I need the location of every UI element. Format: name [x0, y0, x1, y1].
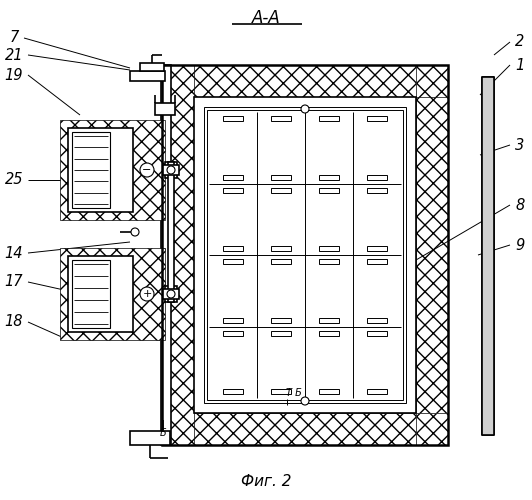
- Bar: [223, 389, 243, 394]
- Bar: [223, 174, 243, 180]
- Bar: [416, 65, 448, 97]
- Bar: [130, 431, 170, 445]
- Text: 1: 1: [516, 58, 525, 72]
- Text: 17: 17: [5, 274, 23, 289]
- Bar: [416, 65, 448, 97]
- Bar: [223, 330, 243, 336]
- Bar: [72, 132, 110, 208]
- Bar: [161, 65, 171, 445]
- Circle shape: [167, 290, 175, 298]
- Bar: [60, 120, 165, 220]
- Bar: [130, 71, 165, 81]
- Text: 3: 3: [516, 138, 525, 152]
- Bar: [319, 330, 338, 336]
- Bar: [162, 65, 448, 97]
- Bar: [368, 259, 387, 264]
- Circle shape: [167, 166, 175, 174]
- Circle shape: [140, 287, 154, 301]
- Bar: [319, 246, 338, 251]
- Bar: [162, 65, 194, 445]
- Bar: [271, 318, 290, 322]
- Bar: [162, 413, 448, 445]
- Bar: [207, 110, 403, 400]
- Text: 14: 14: [5, 246, 23, 260]
- Bar: [368, 174, 387, 180]
- Text: 21: 21: [5, 48, 23, 62]
- Circle shape: [301, 397, 309, 405]
- Bar: [271, 188, 290, 192]
- Text: 7: 7: [10, 30, 19, 46]
- Bar: [319, 116, 338, 121]
- Bar: [368, 246, 387, 251]
- Bar: [271, 174, 290, 180]
- Bar: [163, 165, 179, 175]
- Text: 19: 19: [5, 68, 23, 82]
- Text: Т Б: Т Б: [286, 388, 302, 398]
- Text: 9: 9: [516, 238, 525, 252]
- Bar: [68, 256, 133, 332]
- Bar: [271, 246, 290, 251]
- Bar: [168, 162, 174, 302]
- Bar: [416, 413, 448, 445]
- Bar: [72, 260, 110, 328]
- Bar: [68, 128, 133, 212]
- Text: Фиг. 2: Фиг. 2: [241, 474, 291, 490]
- Bar: [165, 286, 177, 302]
- Bar: [223, 259, 243, 264]
- Circle shape: [131, 228, 139, 236]
- Bar: [416, 413, 448, 445]
- Bar: [223, 116, 243, 121]
- Bar: [194, 97, 416, 413]
- Bar: [482, 77, 494, 435]
- Bar: [368, 116, 387, 121]
- Bar: [155, 103, 175, 115]
- Bar: [271, 389, 290, 394]
- Bar: [140, 63, 164, 71]
- Text: 2: 2: [516, 34, 525, 50]
- Bar: [368, 188, 387, 192]
- Bar: [162, 65, 448, 445]
- Bar: [319, 389, 338, 394]
- Text: Б: Б: [160, 428, 167, 438]
- Bar: [319, 318, 338, 322]
- Bar: [319, 188, 338, 192]
- Bar: [165, 162, 177, 178]
- Bar: [163, 289, 179, 299]
- Bar: [271, 330, 290, 336]
- Bar: [223, 188, 243, 192]
- Bar: [368, 389, 387, 394]
- Bar: [368, 330, 387, 336]
- Bar: [416, 65, 448, 445]
- Bar: [319, 174, 338, 180]
- Text: 8: 8: [516, 198, 525, 212]
- Bar: [319, 259, 338, 264]
- Bar: [60, 248, 165, 340]
- Bar: [223, 318, 243, 322]
- Bar: [204, 107, 406, 403]
- Bar: [368, 318, 387, 322]
- Text: 25: 25: [5, 172, 23, 188]
- Text: 18: 18: [5, 314, 23, 330]
- Bar: [271, 116, 290, 121]
- Text: −: −: [143, 165, 152, 175]
- Circle shape: [301, 105, 309, 113]
- Bar: [223, 246, 243, 251]
- Text: +: +: [143, 289, 152, 299]
- Bar: [271, 259, 290, 264]
- Text: А-А: А-А: [252, 9, 280, 27]
- Circle shape: [140, 163, 154, 177]
